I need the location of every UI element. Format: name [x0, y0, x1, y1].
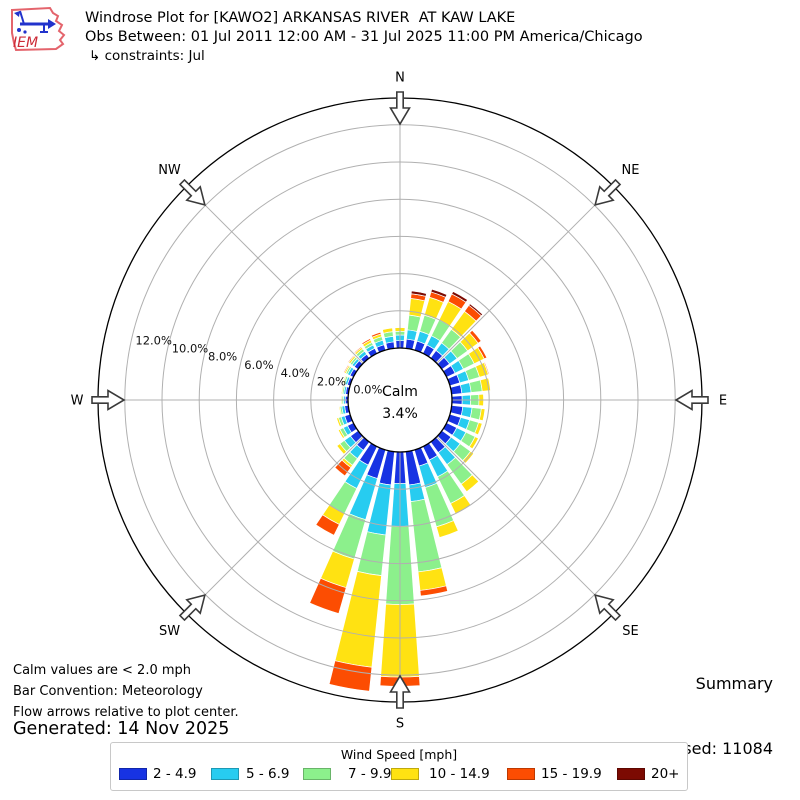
legend-swatch-6	[617, 768, 645, 780]
legend-label-3: 7 - 9.9	[348, 766, 392, 782]
legend-swatch-3	[303, 768, 331, 780]
calm-value: 3.4%	[382, 406, 418, 422]
petal-segment-20-5	[430, 288, 448, 298]
iowa-outline-icon	[11, 6, 66, 52]
petal-segment-300-4	[343, 364, 350, 374]
petal-segment-80-2	[468, 379, 483, 393]
petal-segment-70-4	[483, 361, 490, 376]
compass-labels: N NE E SE S SW W NW	[71, 71, 728, 732]
legend-label-5: 15 - 19.9	[541, 766, 602, 782]
legend-swatch-1	[119, 768, 147, 780]
radial-tick-label-2: 2.0%	[317, 374, 346, 388]
compass-label-N: N	[395, 71, 405, 86]
flow-arrow-135	[594, 594, 622, 622]
flow-arrows-layer	[91, 91, 709, 709]
petal-segment-230-3	[336, 443, 348, 455]
petal-segment-120-3	[468, 436, 479, 450]
polar-spoke-225	[186, 436, 364, 614]
iem-logo-text: IEM	[13, 35, 38, 51]
petal-segment-60-4	[477, 345, 488, 360]
note-bar-convention: Bar Convention: Meteorology	[13, 684, 203, 699]
petal-segment-330-4	[361, 338, 372, 346]
petal-segment-100-0	[450, 405, 464, 416]
radial-tick-label-0: 0.0%	[353, 382, 382, 396]
polar-spoke-315	[186, 186, 364, 364]
compass-label-E: E	[719, 394, 727, 409]
petal-segment-40-5	[468, 303, 484, 317]
compass-label-SE: SE	[622, 624, 638, 639]
legend-title: Wind Speed [mph]	[340, 747, 458, 762]
calm-label: Calm	[382, 384, 418, 400]
petal-segment-250-3	[336, 417, 342, 428]
polar-spoke-45	[436, 186, 614, 364]
radial-tick-labels: 0.0% 2.0% 4.0% 6.0% 8.0%10.0%12.0%	[135, 333, 382, 396]
flow-arrow-45	[594, 178, 622, 206]
petal-segment-280-3	[340, 385, 345, 395]
petal-segment-30-5	[451, 290, 469, 303]
petal-segment-200-4	[309, 577, 347, 615]
radial-tick-label-6: 6.0%	[244, 358, 273, 372]
compass-label-S: S	[396, 717, 404, 732]
petal-segment-160-3	[435, 520, 459, 539]
petal-segment-340-4	[370, 331, 382, 338]
flow-arrow-0	[389, 91, 411, 126]
weather-vane-icon	[14, 10, 56, 34]
petal-segment-170-1	[408, 482, 426, 503]
petal-segment-10-5	[410, 290, 427, 297]
page-subtitle: Obs Between: 01 Jul 2011 12:00 AM - 31 J…	[85, 29, 643, 45]
petal-segment-170-4	[419, 585, 449, 597]
petal-segment-190-2	[356, 531, 387, 577]
summary-title: Summary	[695, 674, 773, 693]
flow-arrow-315	[178, 178, 206, 206]
legend-swatch-5	[507, 768, 535, 780]
radial-tick-label-4: 4.0%	[281, 366, 310, 380]
petal-segment-350-3	[382, 327, 394, 334]
radial-tick-label-8: 8.0%	[208, 350, 237, 364]
constraints-note: ↳ constraints: Jul	[89, 48, 205, 64]
petal-segment-290-3	[342, 375, 347, 385]
generated-timestamp: Generated: 14 Nov 2025	[13, 719, 230, 739]
flow-arrow-90	[674, 389, 709, 411]
legend-label-2: 5 - 6.9	[246, 766, 290, 782]
flow-arrow-225	[178, 594, 206, 622]
petal-segment-10-3	[408, 297, 426, 318]
radial-tick-label-12: 12.0%	[135, 333, 172, 347]
petal-segment-140-3	[460, 474, 480, 493]
polar-spoke-135	[436, 436, 614, 614]
page-title: Windrose Plot for [KAWO2] ARKANSAS RIVER…	[85, 10, 516, 26]
petal-segment-50-4	[469, 329, 482, 344]
polar-ring-2	[310, 310, 490, 490]
calm-circle	[347, 347, 453, 453]
note-flow-arrows: Flow arrows relative to plot center.	[13, 705, 239, 720]
petal-segment-240-3	[337, 428, 346, 439]
petal-segment-110-3	[474, 422, 483, 436]
petal-segment-320-4	[353, 346, 363, 354]
legend-swatch-2	[211, 768, 239, 780]
petal-segment-210-4	[315, 514, 340, 536]
compass-label-NW: NW	[158, 163, 181, 178]
polar-ring-8	[198, 198, 602, 602]
legend-label-4: 10 - 14.9	[429, 766, 490, 782]
compass-label-SW: SW	[159, 624, 180, 639]
petal-segment-310-4	[347, 354, 355, 364]
flow-arrow-180	[389, 674, 411, 709]
compass-label-NE: NE	[622, 163, 640, 178]
petal-segment-260-3	[338, 405, 342, 416]
legend-label-6: 20+	[651, 766, 680, 782]
polar-ring-10	[161, 161, 639, 639]
flow-arrow-270	[91, 389, 126, 411]
wind-speed-legend: Wind Speed [mph] 2 - 4.9 5 - 6.9 7 - 9.9 10…	[110, 742, 688, 791]
legend-label-1: 2 - 4.9	[153, 766, 197, 782]
polar-ring-6	[235, 235, 565, 565]
petal-segment-100-3	[478, 408, 486, 422]
petal-segment-10-2	[406, 314, 422, 332]
legend-swatch-4	[391, 768, 419, 780]
iem-logo: IEM	[11, 6, 66, 52]
compass-label-W: W	[71, 394, 84, 409]
polar-ring-4	[273, 273, 527, 527]
radial-tick-label-10: 10.0%	[172, 342, 209, 356]
note-calm-values: Calm values are < 2.0 mph	[13, 663, 192, 678]
